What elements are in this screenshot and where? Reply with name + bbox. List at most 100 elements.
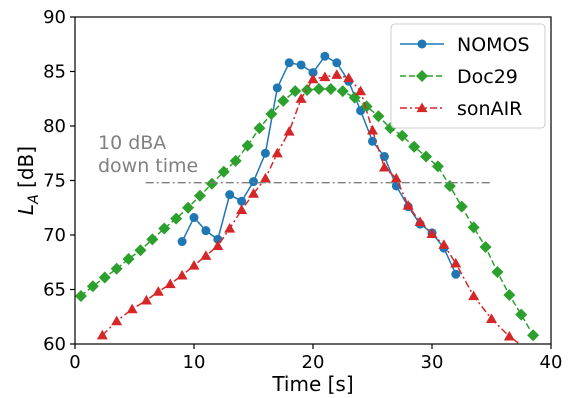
data-point xyxy=(277,94,290,107)
data-point xyxy=(467,221,480,234)
y-axis-label-sub: A xyxy=(26,194,42,205)
data-point xyxy=(86,280,99,293)
y-tick-label: 90 xyxy=(43,7,66,28)
data-point xyxy=(450,257,462,268)
data-point xyxy=(451,269,461,279)
data-point xyxy=(308,68,318,78)
data-point xyxy=(515,308,528,321)
x-tick-label: 30 xyxy=(421,352,444,373)
annotation-text-line1: 10 dBA xyxy=(98,132,166,154)
data-point xyxy=(229,154,242,167)
data-point xyxy=(134,244,147,257)
data-point xyxy=(140,294,152,305)
data-point xyxy=(200,250,212,260)
data-point xyxy=(177,237,187,247)
data-point xyxy=(96,329,108,340)
y-tick-label: 60 xyxy=(43,334,66,355)
series-layer xyxy=(75,51,540,344)
y-tick-label: 80 xyxy=(43,116,66,137)
data-point xyxy=(402,200,414,210)
data-point xyxy=(367,124,378,135)
annotation-text-line2: down time xyxy=(98,155,198,177)
data-point xyxy=(320,51,330,61)
data-point xyxy=(189,213,199,223)
data-point xyxy=(283,125,295,136)
series-sonair xyxy=(96,69,528,344)
data-point xyxy=(307,73,319,84)
data-point xyxy=(319,71,331,82)
data-point xyxy=(259,172,271,183)
data-point xyxy=(111,315,123,326)
legend-item-doc29: Doc29 xyxy=(400,66,518,88)
data-point xyxy=(455,200,468,213)
data-point xyxy=(426,228,438,239)
data-point xyxy=(249,177,258,187)
data-point xyxy=(296,60,306,70)
data-point xyxy=(331,69,343,79)
y-tick-label: 65 xyxy=(43,280,66,301)
y-axis-label-main: L xyxy=(14,204,38,215)
data-point xyxy=(355,85,367,96)
data-point xyxy=(176,269,188,280)
data-point xyxy=(158,222,171,235)
data-point xyxy=(503,330,515,341)
y-axis-label-unit: [dB] xyxy=(14,146,38,194)
y-tick-label: 85 xyxy=(43,62,66,83)
x-tick-label: 10 xyxy=(183,352,206,373)
x-tick-label: 0 xyxy=(69,352,80,373)
legend-marker xyxy=(416,70,428,82)
data-point xyxy=(122,252,135,265)
data-point xyxy=(253,122,266,135)
series-line xyxy=(101,74,522,344)
data-point xyxy=(479,240,492,253)
data-point xyxy=(368,136,377,146)
y-tick-label: 75 xyxy=(43,171,66,192)
data-point xyxy=(289,85,302,98)
data-point xyxy=(378,161,390,172)
data-point xyxy=(265,108,278,121)
data-point xyxy=(237,196,247,206)
data-point xyxy=(408,140,421,153)
data-point xyxy=(201,226,211,236)
data-point xyxy=(193,189,206,202)
y-axis-label: LA [dB] xyxy=(14,146,42,215)
data-point xyxy=(486,313,497,324)
data-point xyxy=(217,165,230,178)
legend-box xyxy=(390,23,546,129)
data-point xyxy=(212,240,224,251)
data-point xyxy=(98,271,111,284)
legend-label: Doc29 xyxy=(457,66,518,88)
x-tick-label: 20 xyxy=(302,352,325,373)
x-tick-label: 40 xyxy=(540,352,563,373)
data-point xyxy=(443,179,456,192)
data-point xyxy=(182,201,195,214)
data-point xyxy=(205,177,218,190)
data-point xyxy=(271,147,283,158)
data-point xyxy=(312,82,325,95)
annotation-layer: 10 dBA down time xyxy=(98,132,492,184)
legend-item-nomos: NOMOS xyxy=(400,34,530,56)
y-tick-label: 70 xyxy=(43,225,66,246)
data-point xyxy=(491,266,504,279)
data-point xyxy=(414,216,426,227)
data-point xyxy=(126,303,138,314)
data-point xyxy=(272,83,282,93)
legend-marker xyxy=(417,39,427,49)
legend: NOMOS Doc29 sonAIR xyxy=(390,23,546,129)
data-point xyxy=(170,212,183,225)
data-point xyxy=(527,343,528,344)
data-point xyxy=(284,58,294,68)
legend-item-sonair: sonAIR xyxy=(400,98,522,120)
data-point xyxy=(343,72,355,83)
legend-label: sonAIR xyxy=(457,98,522,120)
data-point xyxy=(372,110,385,123)
x-axis-label: Time [s] xyxy=(271,372,353,396)
data-point xyxy=(295,93,307,103)
ticks-layer: 0 10 20 30 40 60 65 70 75 80 85 90 xyxy=(43,7,562,373)
data-point xyxy=(152,286,164,296)
legend-marker xyxy=(416,102,428,113)
data-point xyxy=(225,190,235,200)
data-point xyxy=(241,139,254,152)
data-point xyxy=(468,290,480,301)
